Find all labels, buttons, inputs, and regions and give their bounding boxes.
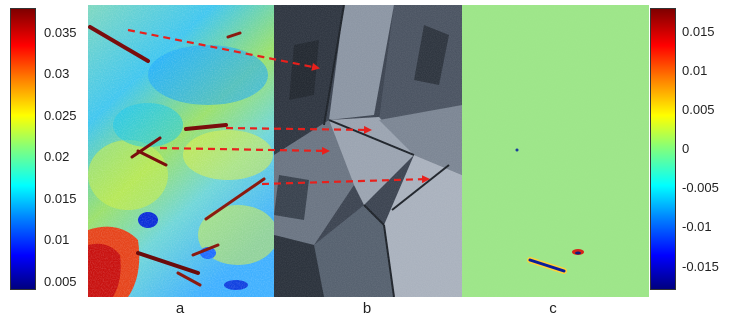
- panel-a-strain-map: [88, 5, 274, 297]
- panel-label-c: c: [549, 300, 557, 317]
- colorbar-left-tick-label: 0.01: [44, 232, 70, 248]
- colorbar-right: [650, 8, 676, 290]
- colorbar-left-tick-label: 0.015: [44, 190, 77, 206]
- panel-label-a: a: [175, 300, 185, 317]
- arrow-2: [225, 125, 372, 134]
- panel-c-strain-map: [462, 5, 649, 297]
- colorbar-left-tick-label: 0.005: [44, 273, 77, 289]
- colorbar-right-tick-label: -0.01: [682, 219, 712, 235]
- arrow-3: [159, 146, 330, 155]
- colorbar-right-tick-label: 0.01: [682, 62, 708, 78]
- colorbar-left-tick-label: 0.035: [44, 24, 77, 40]
- colorbar-left: [10, 8, 36, 290]
- colorbar-left-tick-label: 0.03: [44, 66, 70, 82]
- colorbar-left-tick-label: 0.025: [44, 107, 77, 123]
- colorbar-right-tick-label: 0.005: [682, 101, 715, 117]
- arrow-4: [261, 175, 430, 186]
- colorbar-right-tick-label: -0.015: [682, 258, 719, 274]
- colorbar-right-tick-label: 0: [682, 141, 690, 156]
- arrow-1: [127, 28, 320, 71]
- panel-label-b: b: [362, 300, 372, 317]
- colorbar-right-tick-label: 0.015: [682, 23, 715, 39]
- colorbar-left-tick-label: 0.02: [44, 149, 70, 165]
- colorbar-right-tick-label: -0.005: [682, 180, 719, 196]
